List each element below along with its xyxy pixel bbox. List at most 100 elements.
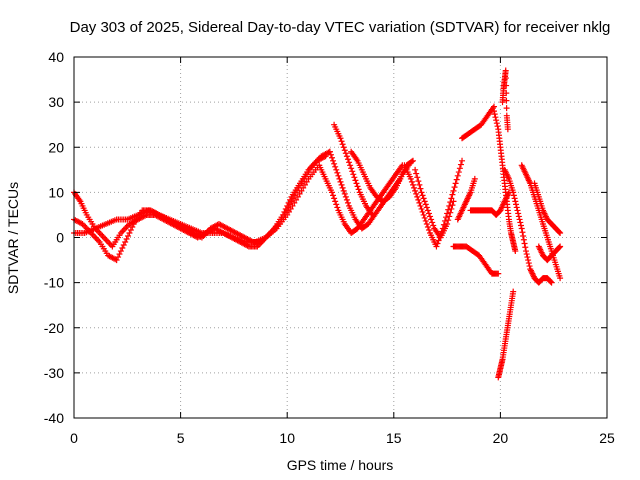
data-point [520, 232, 527, 239]
data-point [303, 178, 310, 185]
data-point [445, 206, 452, 213]
data-point [417, 202, 424, 209]
data-point [456, 165, 463, 172]
data-point [332, 198, 339, 205]
data-point [450, 187, 457, 194]
data-point [503, 90, 510, 97]
data-point [331, 160, 338, 167]
data-point [351, 174, 358, 181]
data-point [510, 288, 517, 295]
data-point [521, 240, 528, 247]
data-point [417, 185, 424, 192]
data-point [340, 144, 347, 151]
data-point [344, 156, 351, 163]
data-point [348, 165, 355, 172]
data-point [412, 187, 419, 194]
data-point [333, 201, 340, 208]
data-point [352, 177, 359, 184]
data-point [332, 163, 339, 170]
x-tick-label: 25 [599, 430, 615, 446]
data-point [419, 208, 426, 215]
data-point [515, 210, 522, 217]
y-tick-label: -10 [44, 275, 64, 291]
data-point [412, 166, 419, 173]
y-tick-label: 30 [48, 94, 64, 110]
data-point [512, 248, 519, 255]
data-point [519, 229, 526, 236]
data-point [350, 171, 357, 178]
series-track-t [535, 243, 564, 264]
data-point [451, 184, 458, 191]
data-point [343, 153, 350, 160]
data-point [504, 126, 511, 133]
x-tick-label: 0 [70, 430, 78, 446]
y-tick-label: -20 [44, 320, 64, 336]
data-point [291, 192, 298, 199]
data-point [491, 111, 498, 118]
data-point [492, 114, 499, 121]
data-point [424, 223, 431, 230]
data-point [407, 175, 414, 182]
data-point [424, 207, 431, 214]
data-point [347, 162, 354, 169]
series-track-r [518, 162, 564, 282]
data-point [296, 190, 303, 197]
data-point [518, 222, 525, 229]
data-point [523, 251, 530, 258]
data-point [495, 270, 502, 277]
data-point [285, 208, 292, 215]
y-tick-label: 40 [48, 49, 64, 65]
data-point [330, 157, 337, 164]
series-track-s [531, 180, 564, 236]
data-point [339, 141, 346, 148]
data-point [502, 75, 509, 82]
data-point [425, 210, 432, 217]
series-track-o [499, 67, 511, 133]
series-track-l [467, 189, 512, 218]
data-point [452, 180, 459, 187]
data-point [342, 193, 349, 200]
series-track-h [401, 157, 466, 250]
data-point [328, 154, 335, 161]
data-point [525, 260, 532, 267]
data-point [338, 181, 345, 188]
data-point [449, 202, 456, 209]
data-point [340, 187, 347, 194]
data-point [343, 196, 350, 203]
data-point [525, 257, 532, 264]
data-point [421, 214, 428, 221]
data-point [444, 210, 451, 217]
data-point [459, 157, 466, 164]
data-point [346, 159, 353, 166]
data-point [341, 190, 348, 197]
series-track-q [501, 166, 555, 286]
data-point [422, 201, 429, 208]
data-point [454, 172, 461, 179]
data-point [471, 175, 478, 182]
data-point [416, 199, 423, 206]
data-point [515, 213, 522, 220]
data-point [522, 244, 529, 251]
data-point [337, 178, 344, 185]
data-point [516, 216, 523, 223]
data-point [448, 205, 455, 212]
data-point [334, 204, 341, 211]
chart-title: Day 303 of 2025, Sidereal Day-to-day VTE… [70, 19, 611, 36]
series-track-f [331, 121, 376, 218]
data-point [447, 209, 454, 216]
data-point [421, 198, 428, 205]
data-point [327, 151, 334, 158]
data-point [503, 105, 510, 112]
data-point [491, 108, 498, 115]
y-tick-label: 10 [48, 184, 64, 200]
data-point [503, 97, 510, 104]
data-point [430, 222, 437, 229]
data-point [518, 225, 525, 232]
data-point [443, 214, 450, 221]
data-point [409, 157, 416, 164]
data-point [339, 184, 346, 191]
data-point [330, 192, 337, 199]
data-point [415, 178, 422, 185]
data-point [557, 243, 564, 250]
series-track-g [348, 148, 412, 205]
